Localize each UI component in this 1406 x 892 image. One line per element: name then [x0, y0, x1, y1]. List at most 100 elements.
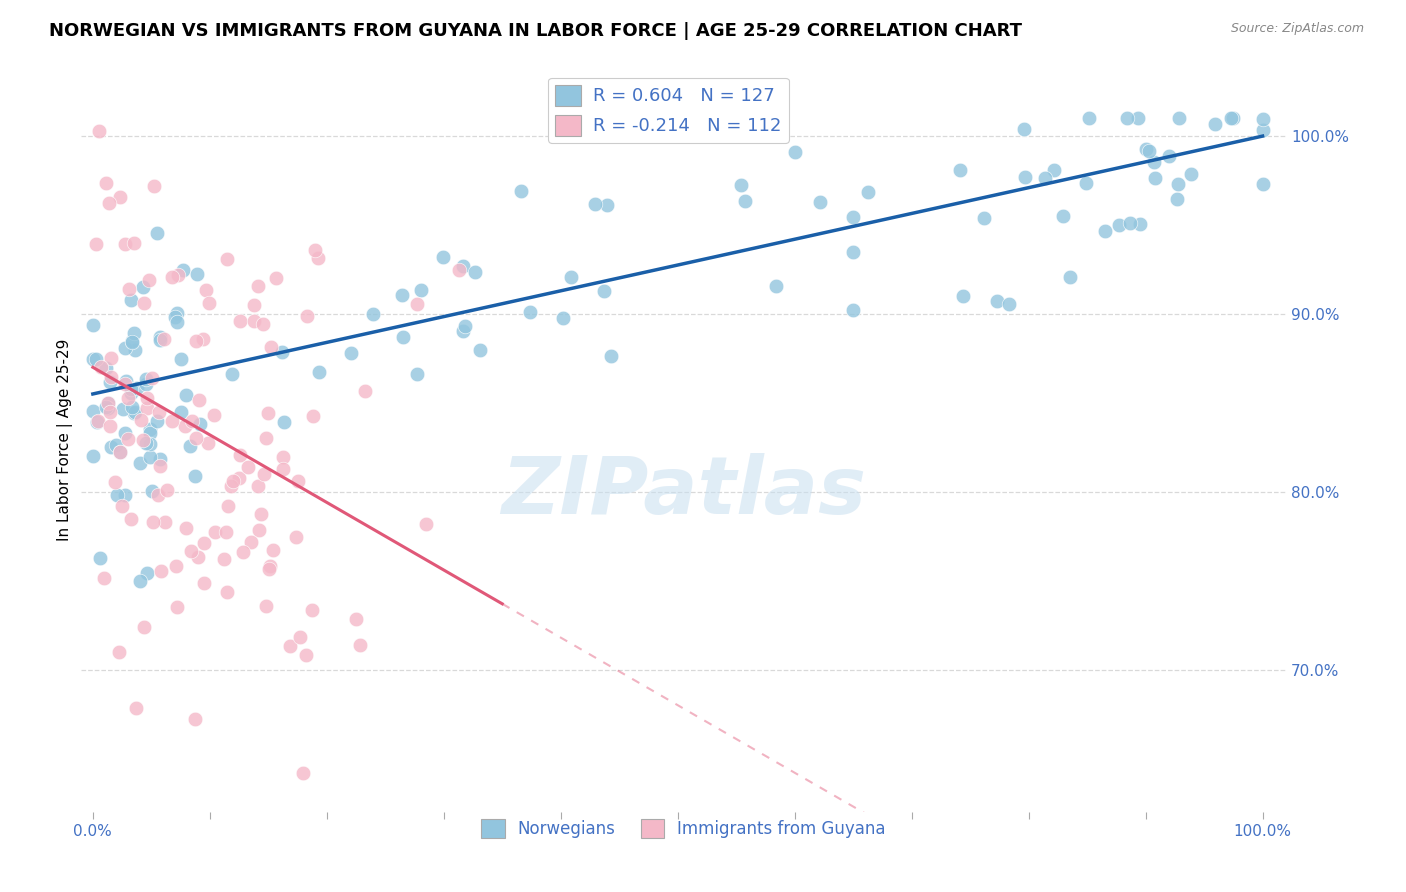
Point: [449, 263, 471, 277]
Point: [519, 304, 541, 318]
Point: [262, 543, 284, 558]
Point: [509, 184, 531, 198]
Point: [219, 479, 242, 493]
Point: [129, 413, 152, 427]
Point: [141, 371, 163, 385]
Point: [1108, 218, 1130, 232]
Point: [165, 559, 187, 574]
Point: [1129, 217, 1152, 231]
Point: [193, 576, 215, 591]
Point: [301, 603, 323, 617]
Point: [361, 307, 384, 321]
Point: [120, 385, 142, 400]
Point: [195, 283, 218, 297]
Point: [858, 186, 880, 200]
Legend: Norwegians, Immigrants from Guyana: Norwegians, Immigrants from Guyana: [475, 812, 893, 845]
Point: [1180, 167, 1202, 181]
Point: [108, 445, 131, 459]
Point: [82, 352, 104, 367]
Point: [139, 426, 162, 441]
Point: [292, 765, 315, 780]
Point: [98, 405, 121, 419]
Point: [170, 405, 193, 419]
Point: [108, 445, 131, 459]
Point: [90, 360, 112, 375]
Point: [148, 488, 170, 502]
Point: [304, 243, 326, 257]
Point: [122, 235, 145, 250]
Point: [1012, 122, 1035, 136]
Point: [84, 352, 107, 367]
Point: [1135, 143, 1157, 157]
Point: [259, 558, 281, 573]
Point: [1251, 112, 1274, 127]
Point: [100, 375, 122, 389]
Point: [228, 448, 250, 462]
Point: [287, 474, 309, 488]
Point: [254, 431, 277, 445]
Point: [451, 324, 474, 338]
Point: [184, 469, 207, 483]
Point: [1167, 177, 1189, 191]
Point: [1014, 169, 1036, 184]
Point: [308, 365, 330, 379]
Point: [100, 351, 122, 365]
Point: [142, 516, 165, 530]
Point: [125, 381, 148, 395]
Point: [89, 551, 111, 566]
Point: [256, 406, 278, 420]
Point: [148, 333, 170, 347]
Point: [344, 612, 367, 626]
Point: [108, 645, 131, 659]
Point: [149, 458, 172, 473]
Point: [165, 310, 187, 324]
Point: [1115, 112, 1137, 126]
Point: [97, 401, 120, 415]
Point: [785, 145, 807, 159]
Point: [285, 530, 308, 544]
Point: [121, 334, 143, 349]
Point: [135, 436, 157, 450]
Point: [87, 414, 110, 428]
Point: [105, 438, 128, 452]
Point: [222, 475, 245, 489]
Point: [184, 712, 207, 726]
Point: [257, 562, 280, 576]
Point: [215, 252, 238, 266]
Point: [592, 284, 614, 298]
Point: [187, 393, 209, 408]
Point: [172, 262, 194, 277]
Point: [138, 273, 160, 287]
Point: [260, 340, 283, 354]
Point: [1078, 112, 1101, 126]
Point: [842, 244, 865, 259]
Point: [146, 414, 169, 428]
Point: [138, 422, 160, 436]
Point: [1052, 209, 1074, 223]
Point: [149, 329, 172, 343]
Point: [842, 303, 865, 318]
Point: [139, 450, 162, 464]
Text: Source: ZipAtlas.com: Source: ZipAtlas.com: [1230, 22, 1364, 36]
Point: [96, 361, 118, 376]
Point: [551, 311, 574, 326]
Point: [114, 425, 136, 440]
Text: ZIPatlas: ZIPatlas: [501, 453, 866, 532]
Point: [87, 124, 110, 138]
Point: [149, 564, 172, 578]
Point: [125, 701, 148, 715]
Point: [730, 178, 752, 192]
Point: [464, 265, 486, 279]
Point: [120, 512, 142, 526]
Point: [290, 630, 312, 644]
Point: [97, 395, 120, 409]
Point: [406, 297, 429, 311]
Point: [1119, 216, 1142, 230]
Point: [278, 639, 301, 653]
Point: [148, 452, 170, 467]
Point: [135, 391, 157, 405]
Point: [111, 500, 134, 514]
Point: [176, 388, 198, 402]
Point: [180, 544, 202, 558]
Point: [135, 372, 157, 386]
